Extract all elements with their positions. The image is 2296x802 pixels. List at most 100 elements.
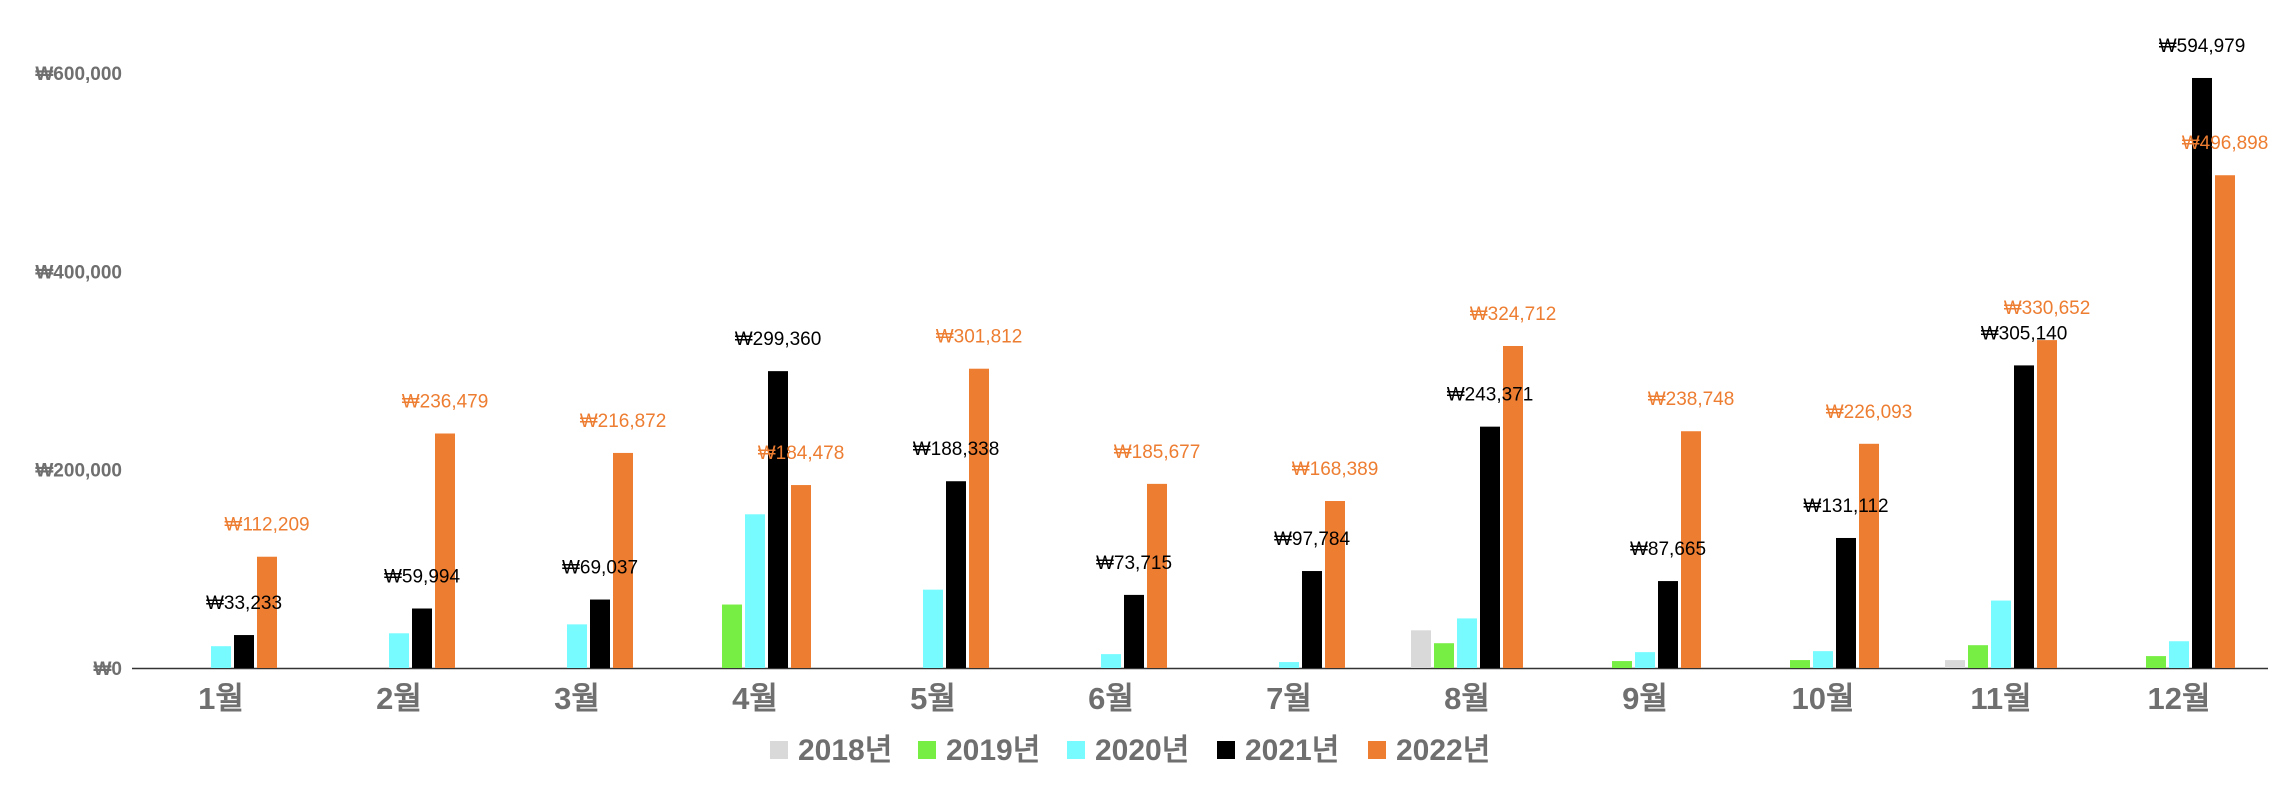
x-tick-label: 7월 [1266,681,1312,716]
bar [1147,483,1167,668]
data-label: ₩112,209 [224,515,309,536]
bar [1658,581,1678,668]
bar [567,624,587,668]
bar [1813,651,1833,668]
legend-label: 2019년 [946,734,1040,767]
category-group [1612,431,1701,668]
bar [2146,656,2166,668]
data-label: ₩59,994 [384,567,460,588]
x-tick-label: 1월 [198,681,244,716]
bar [1434,643,1454,668]
bar [1411,630,1431,668]
y-tick-label: ₩200,000 [35,461,122,482]
y-tick-label: ₩400,000 [35,262,122,283]
bar [435,433,455,668]
x-tick-label: 12월 [2147,681,2210,716]
data-label: ₩168,389 [1292,459,1379,480]
data-label: ₩184,478 [758,443,845,464]
category-group [1101,483,1167,668]
category-group [389,433,455,668]
bar [234,635,254,668]
legend-swatch [1067,741,1085,759]
bar [1124,594,1144,668]
bar [1457,618,1477,668]
bar [211,646,231,668]
category-group [1945,340,2057,668]
bar [745,514,765,668]
legend-label: 2020년 [1095,734,1189,767]
legend-item: 2022년 [1368,734,1490,767]
bar [768,371,788,668]
data-label: ₩330,652 [2004,298,2091,319]
bar [1968,645,1988,668]
x-tick-label: 10월 [1791,681,1854,716]
category-group [923,368,989,668]
x-tick-label: 9월 [1622,681,1668,716]
data-label: ₩185,677 [1114,442,1201,463]
bar [969,368,989,668]
bar [1503,345,1523,668]
bar [923,589,943,668]
legend-item: 2020년 [1067,734,1189,767]
x-tick-label: 3월 [554,681,600,716]
bar [2169,641,2189,668]
data-label: ₩188,338 [913,439,1000,460]
bar [2014,365,2034,668]
bar [412,608,432,668]
category-group [1790,443,1879,668]
bar [389,633,409,668]
data-label: ₩496,898 [2182,133,2269,154]
legend-label: 2018년 [798,734,892,767]
bar [1790,660,1810,668]
data-label: ₩131,112 [1803,496,1888,517]
data-label: ₩33,233 [206,593,282,614]
bar [1836,537,1856,668]
x-tick-label: 8월 [1444,681,1490,716]
legend-swatch [918,741,936,759]
data-label: ₩299,360 [735,329,822,350]
data-label: ₩594,979 [2159,36,2246,57]
legend-item: 2018년 [770,734,892,767]
data-label: ₩238,748 [1648,389,1735,410]
y-tick-label: ₩0 [94,659,123,680]
bar [1991,600,2011,668]
bar [1325,501,1345,668]
bar [257,556,277,668]
bar [2192,77,2212,669]
bar [791,485,811,668]
category-group [1411,345,1523,668]
category-group [567,452,633,668]
legend-label: 2021년 [1245,734,1339,767]
data-label: ₩324,712 [1470,304,1557,325]
x-tick-label: 4월 [732,681,778,716]
bar [1859,443,1879,668]
data-label: ₩226,093 [1826,402,1913,423]
data-label: ₩216,872 [580,411,667,432]
legend-swatch [1368,741,1386,759]
bar [1279,662,1299,668]
category-group [722,371,811,668]
bar [1681,431,1701,668]
y-tick-label: ₩600,000 [35,64,122,85]
x-tick-label: 5월 [910,681,956,716]
bar [613,452,633,668]
x-tick-label: 6월 [1088,681,1134,716]
bar [1635,652,1655,668]
category-group [2146,77,2235,669]
category-group [211,556,277,668]
legend-swatch [770,741,788,759]
bar [1302,571,1322,668]
bar [1101,654,1121,668]
bar [1612,661,1632,668]
x-tick-label: 11월 [1970,681,2031,716]
bar [590,599,610,668]
data-label: ₩236,479 [402,391,489,412]
bar [2215,175,2235,669]
data-label: ₩69,037 [562,558,638,579]
legend-item: 2019년 [918,734,1040,767]
legend-item: 2021년 [1217,734,1339,767]
bar [1480,426,1500,668]
bar [1945,660,1965,668]
